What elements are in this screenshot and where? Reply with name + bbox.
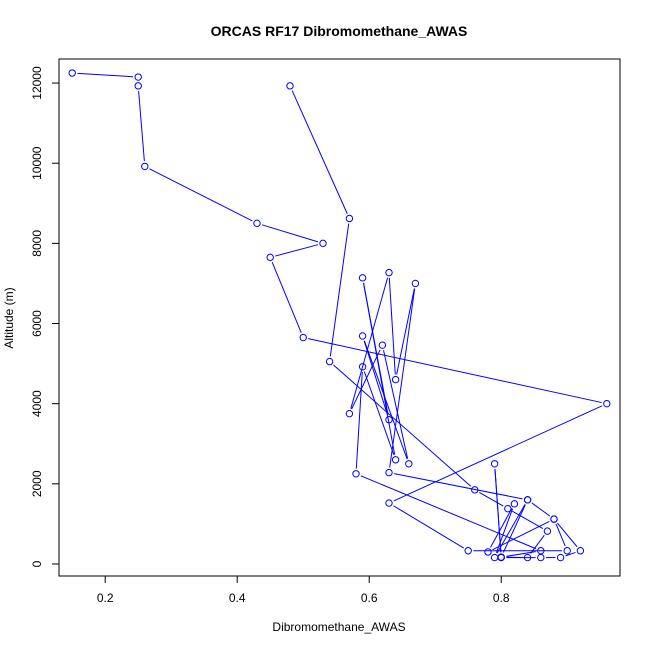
series-segment xyxy=(496,504,526,554)
x-tick-label: 0.8 xyxy=(493,591,510,605)
data-point xyxy=(141,162,149,171)
x-axis-label: Dibromomethane_AWAS xyxy=(272,620,405,634)
series-segment xyxy=(494,468,502,553)
x-tick-label: 0.2 xyxy=(97,591,114,605)
series-segment xyxy=(329,223,350,357)
data-point xyxy=(68,69,76,77)
series-segment xyxy=(149,168,253,222)
x-axis: 0.2 0.4 0.6 0.8 xyxy=(97,575,510,605)
series-segment xyxy=(389,288,416,468)
series-segment xyxy=(308,338,602,404)
data-point xyxy=(352,470,360,478)
data-point xyxy=(378,341,387,349)
series-segment xyxy=(531,502,551,517)
data-point xyxy=(385,499,393,507)
series-segment xyxy=(363,340,388,415)
series-segment xyxy=(555,523,566,547)
data-point xyxy=(523,496,532,504)
data-point xyxy=(253,219,261,228)
y-tick-label: 8000 xyxy=(30,230,44,257)
data-point xyxy=(504,504,512,513)
y-tick-label: 0 xyxy=(30,560,44,567)
series-layer xyxy=(68,69,611,562)
series-segment xyxy=(291,90,348,214)
data-point xyxy=(385,468,393,477)
data-point xyxy=(603,399,611,408)
data-point xyxy=(490,460,499,468)
x-tick-label: 0.4 xyxy=(229,591,246,605)
y-tick-label: 10000 xyxy=(30,146,44,180)
y-axis-label: Altitude (m) xyxy=(2,287,16,348)
series-segment xyxy=(271,262,302,333)
series-segment xyxy=(77,72,134,78)
y-tick-label: 4000 xyxy=(30,390,44,417)
data-point xyxy=(134,82,142,90)
data-point xyxy=(286,82,294,90)
series-segment xyxy=(138,90,145,162)
series-segment xyxy=(393,405,603,502)
x-tick-label: 0.6 xyxy=(361,591,378,605)
data-point xyxy=(358,332,367,340)
data-point xyxy=(391,456,400,464)
series-segment xyxy=(333,364,472,487)
series-segment xyxy=(351,349,381,410)
data-point xyxy=(484,548,492,556)
series-segment xyxy=(394,473,523,500)
data-point xyxy=(510,500,519,508)
series-segment xyxy=(350,277,389,409)
series-segment xyxy=(275,244,319,257)
data-point xyxy=(345,214,354,223)
data-point xyxy=(345,409,354,418)
series-segment xyxy=(388,277,396,375)
data-point xyxy=(563,547,571,555)
chart-title: ORCAS RF17 Dibromomethane_AWAS xyxy=(211,23,468,39)
series-segment xyxy=(495,508,514,553)
series-segment xyxy=(502,504,526,553)
data-point xyxy=(497,553,505,561)
data-point xyxy=(464,547,472,555)
series-segment xyxy=(506,551,536,557)
series-segment xyxy=(360,475,537,550)
data-point xyxy=(358,363,367,371)
series-segment xyxy=(396,288,415,375)
data-point xyxy=(385,415,393,424)
data-point xyxy=(385,268,393,277)
y-tick-label: 2000 xyxy=(30,470,44,497)
y-tick-label: 6000 xyxy=(30,310,44,337)
series-segment xyxy=(530,534,545,554)
data-point xyxy=(523,553,532,562)
series-segment xyxy=(363,371,395,456)
series-segment xyxy=(355,371,363,469)
series-segment xyxy=(565,551,576,557)
data-point xyxy=(299,333,307,342)
series-segment xyxy=(393,505,465,549)
data-point xyxy=(319,239,327,248)
data-point xyxy=(411,279,420,288)
data-point xyxy=(391,375,400,384)
data-point xyxy=(134,73,142,81)
y-tick-label: 12000 xyxy=(30,66,44,100)
series-segment xyxy=(261,224,319,243)
series-segment xyxy=(363,282,396,455)
data-point xyxy=(325,357,334,366)
series-segment xyxy=(479,491,504,507)
data-point xyxy=(471,486,479,494)
data-point xyxy=(405,460,413,468)
data-point xyxy=(576,547,585,555)
data-point xyxy=(537,547,545,555)
series-segment xyxy=(556,522,578,548)
data-point xyxy=(556,553,565,562)
y-axis: 0 2000 4000 6000 8000 10000 12000 xyxy=(30,66,60,567)
series-segment xyxy=(512,510,544,529)
series-segment xyxy=(383,350,409,459)
data-point xyxy=(266,253,274,262)
data-point xyxy=(543,527,552,535)
series-segment xyxy=(490,508,513,548)
data-point xyxy=(550,515,558,523)
data-point xyxy=(358,274,367,282)
